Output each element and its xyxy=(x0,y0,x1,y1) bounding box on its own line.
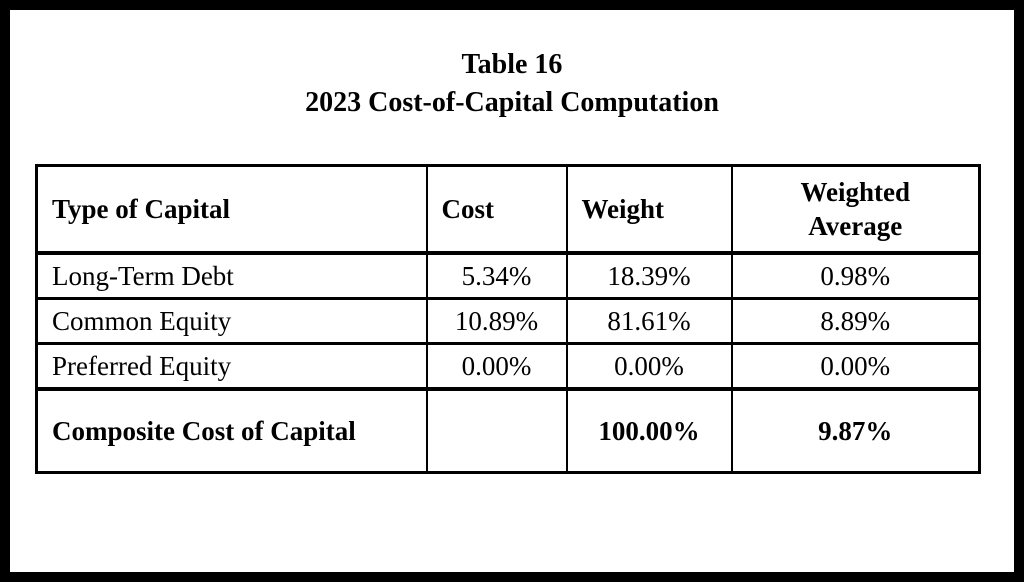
cell-weighted-average: 8.89% xyxy=(730,297,981,345)
table-title-caption: 2023 Cost-of-Capital Computation xyxy=(305,87,719,118)
table-body: Long-Term Debt 5.34% 18.39% 0.98% Common… xyxy=(35,252,981,474)
cell-cost: 5.34% xyxy=(425,252,568,300)
cell-weight: 0.00% xyxy=(565,342,733,391)
table-title: Table 16 2023 Cost-of-Capital Computatio… xyxy=(10,46,1014,122)
cell-cost xyxy=(425,387,568,474)
table-row-composite-total: Composite Cost of Capital 100.00% 9.87% xyxy=(35,387,981,474)
table-header: Type of Capital Cost Weight Weighted Ave… xyxy=(35,164,981,255)
cell-cost: 10.89% xyxy=(425,297,568,345)
cell-weighted-average: 9.87% xyxy=(730,387,981,474)
table-row-long-term-debt: Long-Term Debt 5.34% 18.39% 0.98% xyxy=(35,252,981,300)
column-header-weight: Weight xyxy=(565,164,733,255)
cell-weighted-average: 0.98% xyxy=(730,252,981,300)
cost-of-capital-table: Type of Capital Cost Weight Weighted Ave… xyxy=(35,164,981,474)
cell-weight: 81.61% xyxy=(565,297,733,345)
cell-type: Preferred Equity xyxy=(35,342,428,391)
header-row: Type of Capital Cost Weight Weighted Ave… xyxy=(35,164,981,255)
cell-cost: 0.00% xyxy=(425,342,568,391)
table-title-number: Table 16 xyxy=(461,49,563,80)
cell-weighted-average: 0.00% xyxy=(730,342,981,391)
cell-type: Long-Term Debt xyxy=(35,252,428,300)
column-header-type: Type of Capital xyxy=(35,164,428,255)
cell-weight: 18.39% xyxy=(565,252,733,300)
cell-type: Composite Cost of Capital xyxy=(35,387,428,474)
column-header-weighted-average: Weighted Average xyxy=(730,164,981,255)
column-header-cost: Cost xyxy=(425,164,568,255)
cell-weight: 100.00% xyxy=(565,387,733,474)
cell-type: Common Equity xyxy=(35,297,428,345)
table-row-preferred-equity: Preferred Equity 0.00% 0.00% 0.00% xyxy=(35,342,981,391)
table-row-common-equity: Common Equity 10.89% 81.61% 8.89% xyxy=(35,297,981,345)
